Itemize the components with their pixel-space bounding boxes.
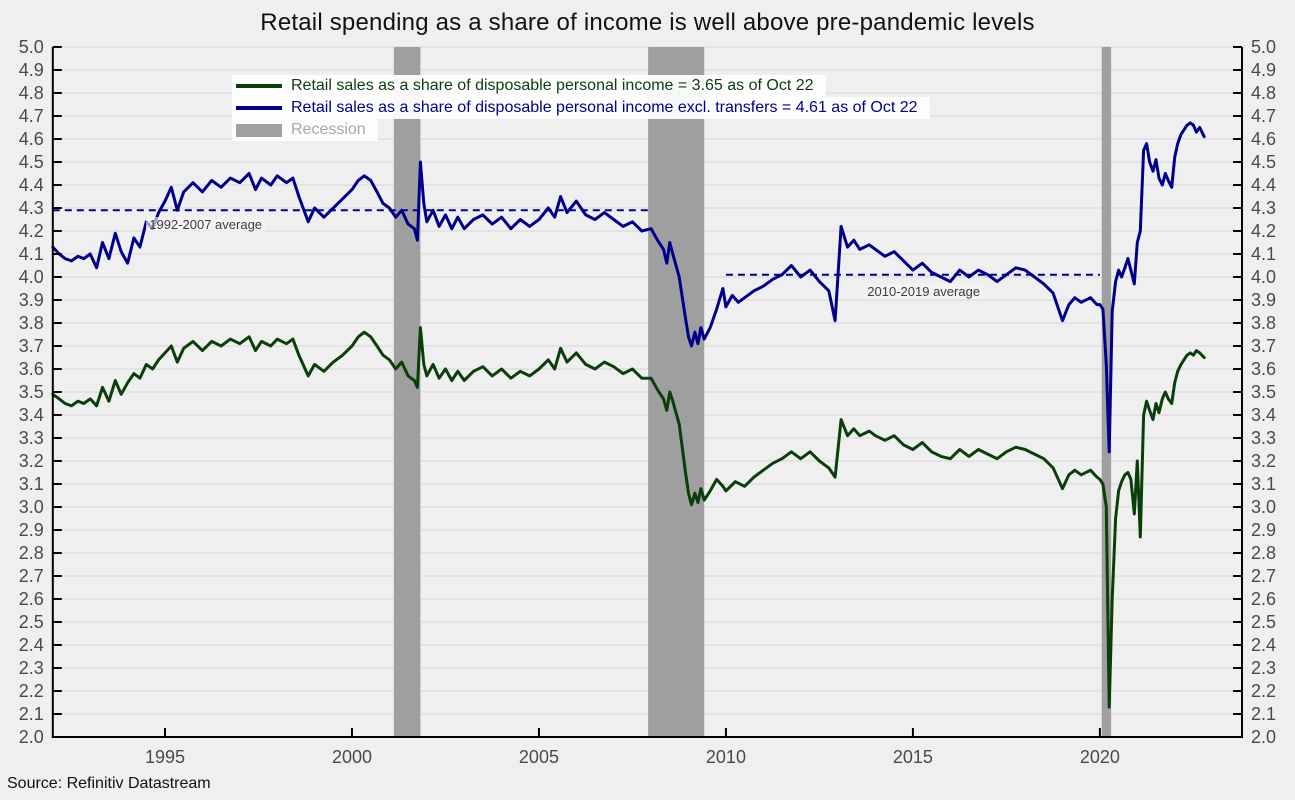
svg-text:2005: 2005 bbox=[519, 747, 559, 767]
svg-text:3.4: 3.4 bbox=[1251, 405, 1276, 425]
svg-text:3.7: 3.7 bbox=[19, 336, 44, 356]
svg-text:3.6: 3.6 bbox=[19, 359, 44, 379]
svg-text:3.0: 3.0 bbox=[1251, 497, 1276, 517]
svg-text:2010: 2010 bbox=[706, 747, 746, 767]
axis-ticks bbox=[52, 46, 1242, 738]
svg-text:2.6: 2.6 bbox=[1251, 589, 1276, 609]
annotation-2010-2019-average: 2010-2019 average bbox=[864, 283, 984, 299]
svg-text:5.0: 5.0 bbox=[19, 37, 44, 57]
recession-band bbox=[393, 47, 421, 737]
svg-text:2.1: 2.1 bbox=[19, 704, 44, 724]
series-line-1 bbox=[51, 121, 1206, 454]
svg-text:5.0: 5.0 bbox=[1251, 37, 1276, 57]
svg-text:2.2: 2.2 bbox=[19, 681, 44, 701]
legend-item-retail-share: Retail sales as a share of disposable pe… bbox=[232, 75, 826, 97]
svg-text:4.7: 4.7 bbox=[19, 106, 44, 126]
series-line-0 bbox=[51, 326, 1206, 709]
navy-line-swatch-icon bbox=[236, 106, 282, 110]
svg-text:3.9: 3.9 bbox=[19, 290, 44, 310]
legend-label-retail-share: Retail sales as a share of disposable pe… bbox=[291, 77, 814, 94]
svg-text:2.0: 2.0 bbox=[1251, 727, 1276, 747]
svg-text:4.9: 4.9 bbox=[1251, 60, 1276, 80]
grid-lines bbox=[52, 46, 1242, 738]
svg-text:2.5: 2.5 bbox=[1251, 612, 1276, 632]
legend-label-recession: Recession bbox=[291, 121, 366, 138]
svg-text:3.8: 3.8 bbox=[19, 313, 44, 333]
svg-text:4.4: 4.4 bbox=[19, 175, 44, 195]
svg-text:2.7: 2.7 bbox=[1251, 566, 1276, 586]
svg-text:2.6: 2.6 bbox=[19, 589, 44, 609]
y-axis-labels-left: 2.0 2.1 2.2 2.3 2.4 2.5 2.6 2.7 2.8 2.9 3.0 3.1 3.2 3… bbox=[19, 37, 44, 747]
svg-text:2000: 2000 bbox=[332, 747, 372, 767]
svg-text:2.5: 2.5 bbox=[19, 612, 44, 632]
recession-band bbox=[648, 47, 705, 737]
svg-text:3.0: 3.0 bbox=[19, 497, 44, 517]
svg-text:3.7: 3.7 bbox=[1251, 336, 1276, 356]
svg-text:3.4: 3.4 bbox=[19, 405, 44, 425]
svg-text:4.2: 4.2 bbox=[1251, 221, 1276, 241]
svg-text:4.6: 4.6 bbox=[1251, 129, 1276, 149]
svg-text:4.7: 4.7 bbox=[1251, 106, 1276, 126]
source-note: Source: Refinitiv Datastream bbox=[7, 775, 211, 792]
svg-text:4.0: 4.0 bbox=[1251, 267, 1276, 287]
svg-text:3.9: 3.9 bbox=[1251, 290, 1276, 310]
svg-text:3.6: 3.6 bbox=[1251, 359, 1276, 379]
svg-text:3.8: 3.8 bbox=[1251, 313, 1276, 333]
svg-text:2.0: 2.0 bbox=[19, 727, 44, 747]
svg-text:4.8: 4.8 bbox=[1251, 83, 1276, 103]
svg-text:3.2: 3.2 bbox=[1251, 451, 1276, 471]
green-line-swatch-icon bbox=[236, 84, 282, 88]
svg-text:3.3: 3.3 bbox=[1251, 428, 1276, 448]
svg-text:4.5: 4.5 bbox=[1251, 152, 1276, 172]
svg-text:3.5: 3.5 bbox=[19, 382, 44, 402]
svg-text:4.2: 4.2 bbox=[19, 221, 44, 241]
svg-text:4.3: 4.3 bbox=[19, 198, 44, 218]
svg-text:2.2: 2.2 bbox=[1251, 681, 1276, 701]
svg-text:3.3: 3.3 bbox=[19, 428, 44, 448]
annotation-1992-2007-average: 1992-2007 average bbox=[146, 217, 266, 233]
legend-item-retail-share-excl-transfers: Retail sales as a share of disposable pe… bbox=[232, 97, 930, 119]
svg-text:2.3: 2.3 bbox=[19, 658, 44, 678]
svg-text:4.9: 4.9 bbox=[19, 60, 44, 80]
svg-text:2.9: 2.9 bbox=[1251, 520, 1276, 540]
svg-text:4.6: 4.6 bbox=[19, 129, 44, 149]
svg-text:1995: 1995 bbox=[145, 747, 185, 767]
svg-text:2.3: 2.3 bbox=[1251, 658, 1276, 678]
svg-text:2.8: 2.8 bbox=[19, 543, 44, 563]
svg-text:4.4: 4.4 bbox=[1251, 175, 1276, 195]
recession-band-swatch-icon bbox=[236, 123, 282, 137]
svg-text:2.9: 2.9 bbox=[19, 520, 44, 540]
svg-text:3.1: 3.1 bbox=[1251, 474, 1276, 494]
legend-item-recession: Recession bbox=[232, 119, 378, 141]
svg-text:3.1: 3.1 bbox=[19, 474, 44, 494]
svg-text:4.5: 4.5 bbox=[19, 152, 44, 172]
svg-text:4.1: 4.1 bbox=[1251, 244, 1276, 264]
svg-text:2015: 2015 bbox=[893, 747, 933, 767]
legend-label-retail-share-excl-transfers: Retail sales as a share of disposable pe… bbox=[291, 99, 918, 116]
svg-text:2.4: 2.4 bbox=[19, 635, 44, 655]
svg-text:4.3: 4.3 bbox=[1251, 198, 1276, 218]
svg-text:4.8: 4.8 bbox=[19, 83, 44, 103]
svg-text:2.7: 2.7 bbox=[19, 566, 44, 586]
svg-text:3.2: 3.2 bbox=[19, 451, 44, 471]
svg-text:2.4: 2.4 bbox=[1251, 635, 1276, 655]
y-axis-labels-right: 2.0 2.1 2.2 2.3 2.4 2.5 2.6 2.7 2.8 2.9 3.0 3.1 3.2 3… bbox=[1251, 37, 1276, 747]
svg-text:3.5: 3.5 bbox=[1251, 382, 1276, 402]
svg-text:2.1: 2.1 bbox=[1251, 704, 1276, 724]
svg-text:4.1: 4.1 bbox=[19, 244, 44, 264]
svg-text:4.0: 4.0 bbox=[19, 267, 44, 287]
x-axis-labels: 1995 2000 2005 2010 2015 2020 bbox=[145, 747, 1120, 767]
series-lines bbox=[51, 121, 1206, 709]
svg-text:2020: 2020 bbox=[1080, 747, 1120, 767]
chart-title: Retail spending as a share of income is … bbox=[260, 9, 1035, 36]
svg-text:2.8: 2.8 bbox=[1251, 543, 1276, 563]
